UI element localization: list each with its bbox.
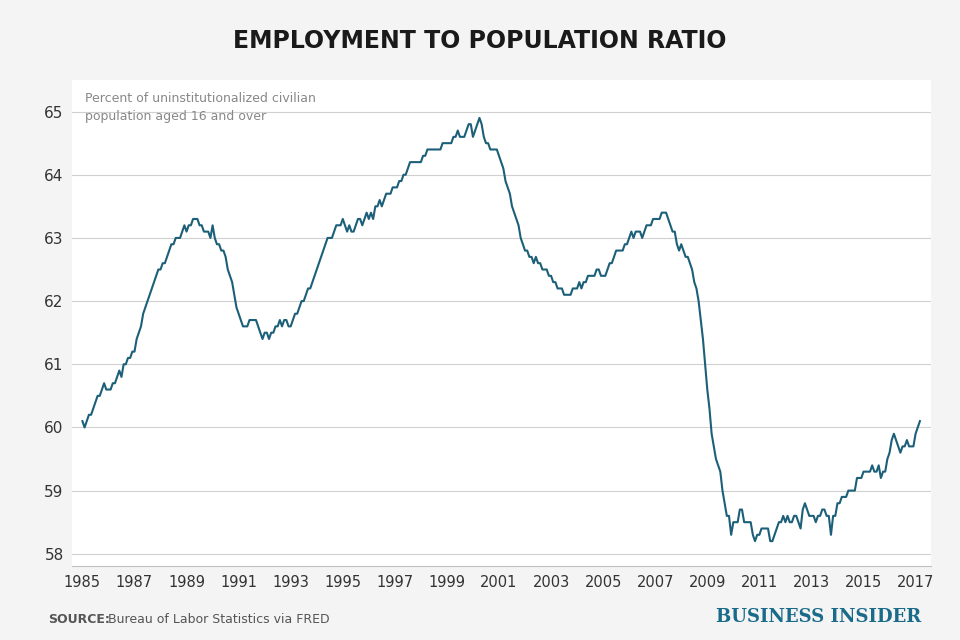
Text: Bureau of Labor Statistics via FRED: Bureau of Labor Statistics via FRED <box>104 613 329 626</box>
Text: BUSINESS INSIDER: BUSINESS INSIDER <box>716 608 922 626</box>
Text: Percent of uninstitutionalized civilian
population aged 16 and over: Percent of uninstitutionalized civilian … <box>84 92 316 123</box>
Text: EMPLOYMENT TO POPULATION RATIO: EMPLOYMENT TO POPULATION RATIO <box>233 29 727 53</box>
Text: SOURCE:: SOURCE: <box>48 613 109 626</box>
